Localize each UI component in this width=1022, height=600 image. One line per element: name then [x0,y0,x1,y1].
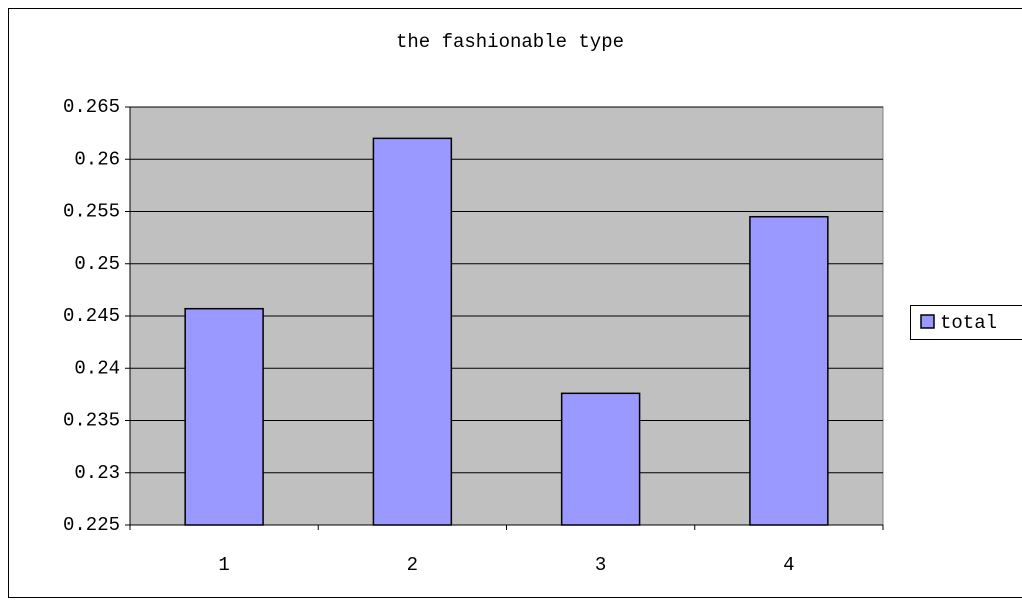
y-tick-label: 0.235 [63,410,120,432]
legend-swatch [920,314,935,329]
bar [372,137,453,526]
chart-title: the fashionable type [396,31,624,53]
y-tick-label: 0.25 [74,253,120,275]
bar [184,307,264,526]
y-tick-label: 0.225 [63,514,120,536]
x-tick-label: 1 [218,554,229,576]
y-tick-label: 0.265 [63,96,120,118]
x-tick-label: 4 [783,554,794,576]
y-tick-label: 0.245 [63,305,120,327]
y-tick-label: 0.255 [63,201,120,223]
bar [560,392,641,526]
legend-label: total [940,312,997,334]
x-tick-label: 2 [407,554,418,576]
x-tick-label: 3 [595,554,606,576]
y-tick-label: 0.24 [74,357,120,379]
y-tick-label: 0.26 [74,148,120,170]
y-tick-label: 0.23 [74,462,120,484]
bar [749,215,829,526]
